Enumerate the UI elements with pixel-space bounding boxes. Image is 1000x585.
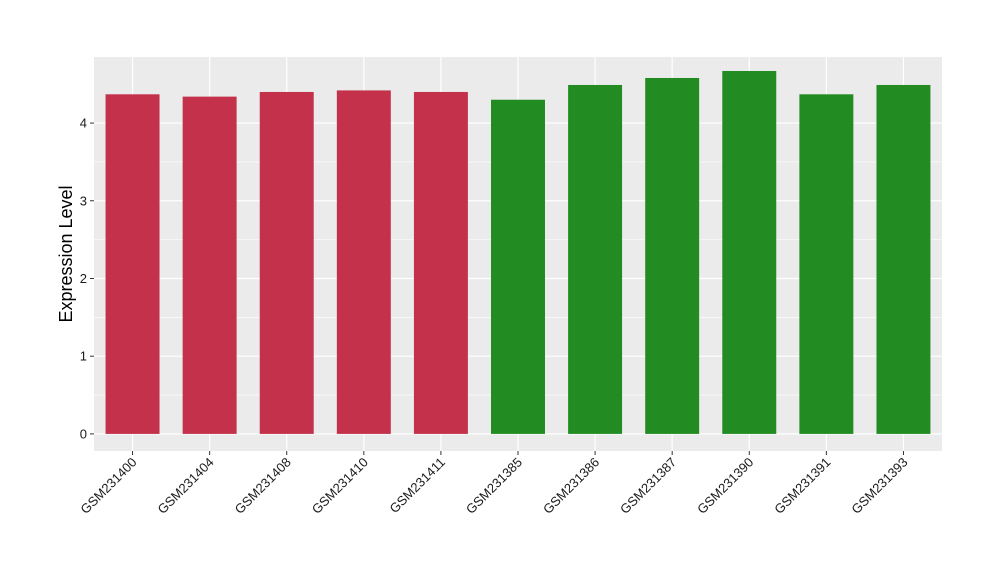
y-tick-label: 1 (80, 349, 87, 364)
x-axis: GSM231400 GSM231404 GSM231408 GSM231410 GSM2… (77, 451, 911, 517)
y-tick-label: 0 (80, 426, 87, 441)
x-tick-label: GSM231391 (771, 455, 833, 517)
x-tick-label: GSM231400 (77, 455, 139, 517)
x-tick-label: GSM231386 (540, 455, 602, 517)
bar-GSM231400 (105, 94, 160, 434)
bar-GSM231411 (413, 91, 468, 434)
x-tick-label: GSM231393 (848, 455, 910, 517)
x-tick-label: GSM231410 (309, 455, 371, 517)
x-tick-label: GSM231404 (155, 455, 217, 517)
bars (105, 70, 931, 434)
bar-GSM231387 (645, 77, 700, 434)
bar-GSM231393 (876, 84, 931, 434)
y-tick-label: 3 (80, 193, 87, 208)
x-tick-label: GSM231390 (694, 455, 756, 517)
bar-GSM231391 (799, 94, 854, 434)
bar-GSM231404 (182, 96, 237, 434)
y-axis: 0 1 2 3 4 (80, 116, 94, 441)
x-tick-label: GSM231411 (386, 455, 448, 517)
x-tick-label: GSM231387 (617, 455, 679, 517)
y-tick-label: 4 (80, 116, 87, 131)
bar-GSM231410 (336, 90, 391, 434)
bar-GSM231390 (722, 70, 777, 434)
x-tick-label: GSM231385 (463, 455, 525, 517)
bar-GSM231408 (259, 91, 314, 434)
bar-GSM231386 (568, 84, 623, 434)
x-tick-label: GSM231408 (232, 455, 294, 517)
bar-GSM231385 (491, 99, 545, 434)
y-tick-label: 2 (80, 271, 87, 286)
y-axis-label: Expression Level (56, 185, 76, 322)
